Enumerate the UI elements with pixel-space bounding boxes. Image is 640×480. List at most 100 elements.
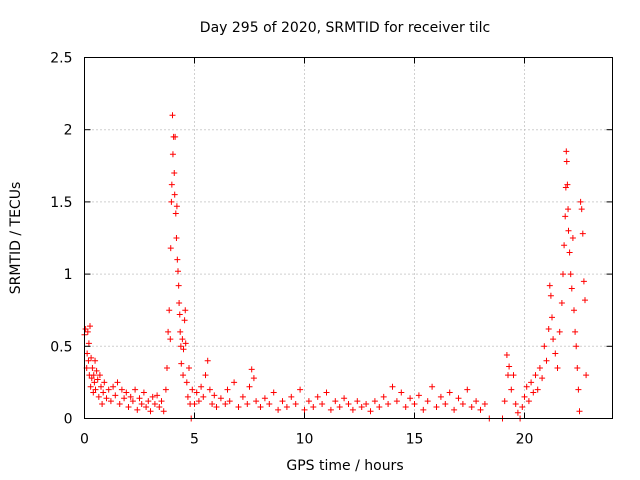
data-point [90,372,97,379]
data-point [88,354,95,361]
data-point [506,363,513,370]
data-point [168,181,175,188]
data-point [177,328,184,335]
data-point [193,389,200,396]
data-point [171,170,178,177]
data-point [178,360,185,367]
data-point [85,340,92,347]
data-point [235,403,242,410]
data-point [169,151,176,158]
x-axis-label: GPS time / hours [286,458,403,474]
data-point [107,398,114,405]
data-point [121,395,128,402]
data-point [562,213,569,220]
data-point [279,398,286,405]
data-point [508,386,515,393]
data-point [261,395,268,402]
data-point [257,403,264,410]
data-point [341,395,348,402]
data-point [580,278,587,285]
data-point [561,242,568,249]
data-point [105,386,112,393]
data-point [248,366,255,373]
data-point [200,393,207,400]
data-point [266,401,273,408]
data-point [349,406,356,413]
data-point [345,401,352,408]
data-point [468,403,475,410]
data-point [336,403,343,410]
data-point [545,325,552,332]
data-point [177,343,184,350]
data-point [305,398,312,405]
data-point [175,282,182,289]
y-tick-label: 2.5 [50,51,72,67]
data-point [94,376,101,383]
data-point [244,401,251,408]
data-point [505,372,511,379]
data-point [140,389,147,396]
data-point [180,346,187,353]
data-point [151,401,158,408]
data-point [566,249,573,256]
data-point [162,386,169,393]
data-point [184,393,191,400]
data-point [149,393,156,400]
data-point [459,401,466,408]
data-point [173,203,180,210]
data-point [385,401,392,408]
data-point [172,210,179,217]
data-point [546,282,553,289]
data-point [169,112,176,119]
data-point [167,336,174,343]
data-point [319,401,326,408]
data-point [521,393,528,400]
data-point [576,408,583,415]
data-point [189,386,196,393]
data-point [154,392,161,399]
data-point [568,285,575,292]
data-point [358,403,365,410]
data-point [577,198,584,205]
data-point [512,401,519,408]
data-point [283,403,290,410]
data-point [558,299,565,306]
data-point [415,392,422,399]
data-point [118,386,125,393]
axis-ticks [84,57,613,419]
data-point [116,401,123,408]
data-point [442,401,449,408]
data-point [127,393,134,400]
data-point [246,383,253,390]
data-point [211,392,218,399]
data-point [564,181,571,188]
data-point [114,379,121,386]
data-point [195,398,202,405]
data-point [164,364,170,371]
data-point [327,406,334,413]
data-point [175,268,181,275]
data-point [554,364,561,371]
data-point [172,133,179,140]
data-point [565,206,572,213]
plot-frame [84,57,613,419]
x-tick-label: 15 [406,432,424,448]
data-point [226,398,233,405]
y-tick-label: 0 [64,412,73,428]
data-point [209,401,216,408]
data-point [253,398,260,405]
data-point [173,235,180,241]
y-tick-label: 0.5 [50,339,72,355]
data-point [514,409,521,416]
data-point [583,372,590,379]
data-point [528,379,535,386]
data-point [525,398,532,405]
data-point [125,403,132,410]
data-point [455,395,462,402]
data-point [407,395,414,402]
data-point [250,375,257,382]
data-point [541,343,548,350]
x-tick-label: 10 [296,432,314,448]
data-point [156,403,163,410]
data-point [84,350,91,357]
